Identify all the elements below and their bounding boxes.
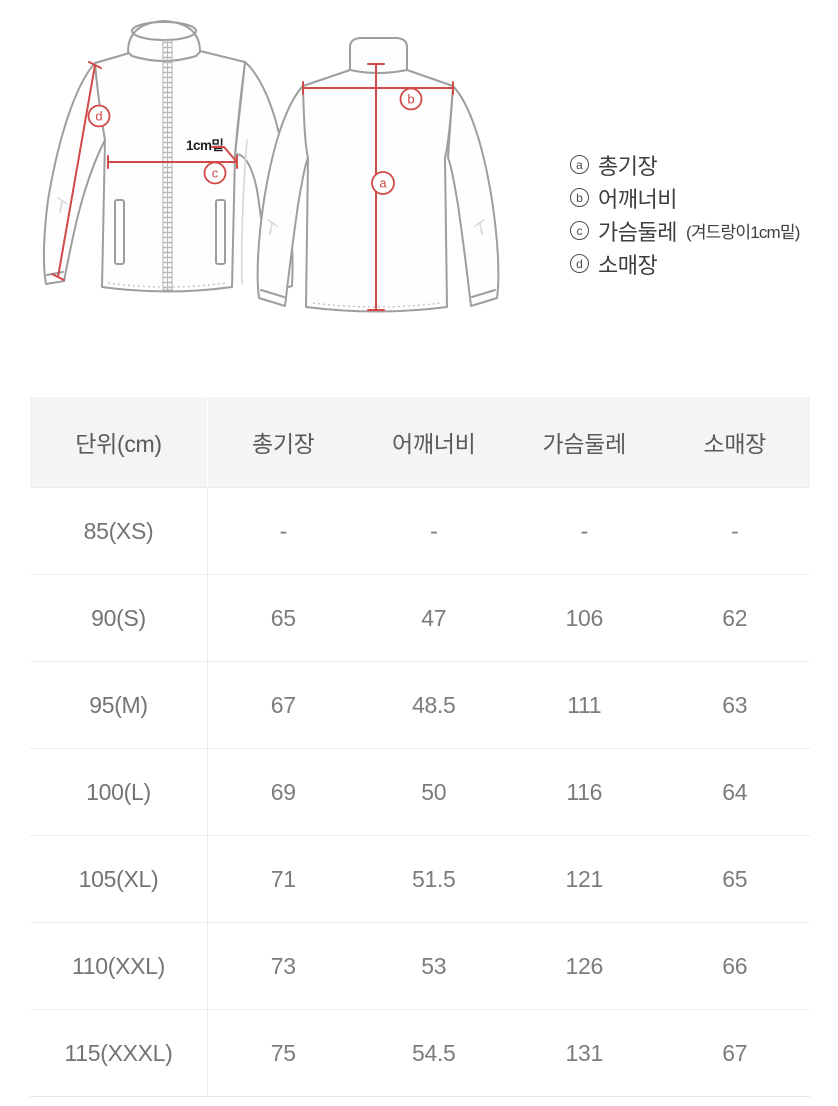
cell-value: 47 <box>421 604 447 631</box>
cell-value: - <box>580 517 589 544</box>
cell-value: 65 <box>722 865 748 892</box>
size-label: 105(XL) <box>30 836 208 922</box>
table-row: 110(XXL) 73 53 126 66 <box>30 922 810 1009</box>
measurement-legend: a 총기장 b 어깨너비 c 가슴둘레 (겨드랑이1cm밑) d 소매장 <box>570 148 838 280</box>
armpit-offset-label: 1cm밑 <box>186 138 224 153</box>
legend-marker-d-icon: d <box>570 254 589 273</box>
jacket-measurement-illustration: d c 1cm밑 b a <box>42 20 500 313</box>
cell-value: 65 <box>270 604 296 631</box>
table-row: 85(XS) - - - - <box>30 487 810 574</box>
cell-value: 66 <box>722 952 748 979</box>
table-row: 100(L) 69 50 116 64 <box>30 748 810 835</box>
cell-value: 51.5 <box>411 865 456 892</box>
size-label: 85(XS) <box>30 488 208 574</box>
size-label: 110(XXL) <box>30 923 208 1009</box>
legend-marker-b-icon: b <box>570 188 589 207</box>
size-guide-diagram: d c 1cm밑 b a a 총기장 b 어깨너비 c 가슴 <box>0 0 838 375</box>
table-row: 115(XXXL) 75 54.5 131 67 <box>30 1009 810 1096</box>
legend-label-b: 어깨너비 <box>598 186 677 212</box>
column-header-total-length: 총기장 <box>251 431 315 457</box>
cell-value: 71 <box>270 865 296 892</box>
cell-value: 131 <box>565 1039 604 1066</box>
marker-circle-b <box>399 87 423 111</box>
legend-item-d: d 소매장 <box>570 247 838 280</box>
column-header-unit: 단위(cm) <box>30 397 208 487</box>
table-row: 105(XL) 71 51.5 121 65 <box>30 835 810 922</box>
cell-value: - <box>430 517 438 544</box>
cell-value: 126 <box>565 952 604 979</box>
marker-letter-d: d <box>95 109 102 124</box>
cell-value: 50 <box>421 778 447 805</box>
size-label: 100(L) <box>30 749 208 835</box>
legend-marker-a-icon: a <box>570 155 589 174</box>
table-row: 90(S) 65 47 106 62 <box>30 574 810 661</box>
marker-circle-a <box>371 171 395 195</box>
column-header-sleeve-length: 소매장 <box>703 431 767 457</box>
marker-circle-d <box>87 104 111 128</box>
faded-sleeve-seam <box>240 139 248 285</box>
cell-value: 54.5 <box>411 1039 456 1066</box>
legend-label-c: 가슴둘레 <box>598 219 677 245</box>
annotation-pointer <box>211 146 237 162</box>
cell-value: 67 <box>722 1039 748 1066</box>
cell-value: 121 <box>565 865 604 892</box>
cell-value: 67 <box>270 691 296 718</box>
legend-label-a: 총기장 <box>598 153 658 179</box>
table-row: 95(M) 67 48.5 111 63 <box>30 661 810 748</box>
size-label: 90(S) <box>30 575 208 661</box>
legend-label-c-suffix: (겨드랑이1cm밑) <box>685 223 800 242</box>
cell-value: 111 <box>567 691 602 718</box>
cell-value: 75 <box>270 1039 296 1066</box>
cell-value: - <box>731 517 739 544</box>
cell-value: 69 <box>270 778 296 805</box>
cell-value: 116 <box>566 778 603 805</box>
legend-label-d: 소매장 <box>598 252 658 278</box>
legend-item-c: c 가슴둘레 (겨드랑이1cm밑) <box>570 214 838 247</box>
cell-value: 63 <box>722 691 748 718</box>
legend-item-a: a 총기장 <box>570 148 838 181</box>
legend-marker-c-icon: c <box>570 221 589 240</box>
cell-value: 53 <box>421 952 447 979</box>
jacket-front-view <box>42 20 294 294</box>
marker-circle-c <box>203 161 227 185</box>
size-label: 115(XXXL) <box>30 1010 208 1096</box>
size-chart-table: 단위(cm) 총기장 어깨너비 가슴둘레 소매장 85(XS) - - - - … <box>30 397 810 1097</box>
cell-value: 106 <box>565 604 604 631</box>
legend-item-b: b 어깨너비 <box>570 181 838 214</box>
marker-letter-a: a <box>379 176 387 191</box>
cell-value: 73 <box>270 952 296 979</box>
column-header-shoulder-width: 어깨너비 <box>392 431 476 457</box>
marker-letter-b: b <box>407 92 414 107</box>
measurement-annotations: d c 1cm밑 b a <box>51 61 454 311</box>
size-table-header-row: 단위(cm) 총기장 어깨너비 가슴둘레 소매장 <box>30 397 810 487</box>
cell-value: - <box>279 517 288 544</box>
cell-value: 64 <box>722 778 748 805</box>
size-label: 95(M) <box>30 662 208 748</box>
cell-value: 48.5 <box>411 691 456 718</box>
column-header-chest: 가슴둘레 <box>542 431 627 457</box>
cell-value: 62 <box>722 604 748 631</box>
marker-letter-c: c <box>212 166 219 181</box>
